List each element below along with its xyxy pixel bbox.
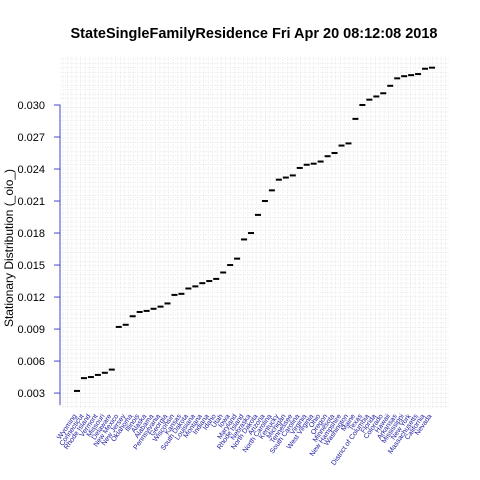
y-tick-label: 0.015 xyxy=(17,260,45,272)
y-ticks: 0.003 0.006 0.009 0.012 0.015 0.018 0.021 0.024… xyxy=(17,100,60,400)
y-tick-label: 0.006 xyxy=(17,356,45,368)
y-tick-label: 0.030 xyxy=(17,100,45,112)
y-axis-label: Stationary Distribution (_oio_) xyxy=(2,169,16,327)
y-tick-label: 0.021 xyxy=(17,196,45,208)
chart-title: StateSingleFamilyResidence Fri Apr 20 08… xyxy=(71,26,438,42)
data-points xyxy=(74,66,435,392)
y-tick-label: 0.024 xyxy=(17,164,45,176)
y-tick-label: 0.018 xyxy=(17,228,45,240)
y-tick-label: 0.027 xyxy=(17,132,45,144)
y-tick-label: 0.009 xyxy=(17,324,45,336)
y-tick-label: 0.012 xyxy=(17,292,45,304)
y-tick-label: 0.003 xyxy=(17,388,45,400)
grid xyxy=(60,57,450,408)
